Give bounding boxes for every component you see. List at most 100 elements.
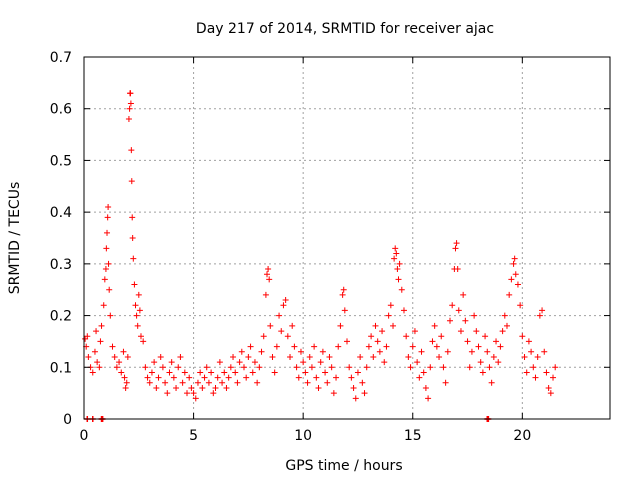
data-point	[464, 338, 471, 345]
data-point	[501, 312, 508, 319]
data-point	[230, 353, 237, 360]
data-point	[153, 384, 160, 391]
data-point	[273, 343, 280, 350]
data-point	[372, 322, 379, 329]
data-point	[267, 322, 274, 329]
data-point	[107, 312, 114, 319]
x-tick-label: 10	[294, 428, 312, 444]
data-point	[341, 307, 348, 314]
data-point	[146, 379, 153, 386]
data-point	[295, 374, 302, 381]
data-point	[473, 328, 480, 335]
data-point	[159, 364, 166, 371]
data-point	[398, 286, 405, 293]
data-point	[354, 369, 361, 376]
data-point	[278, 328, 285, 335]
x-axis-label: GPS time / hours	[285, 458, 402, 474]
data-point	[212, 384, 219, 391]
data-point	[315, 384, 322, 391]
data-point	[293, 364, 300, 371]
data-point	[444, 348, 451, 355]
data-point	[300, 359, 307, 366]
data-point	[203, 364, 210, 371]
data-point	[436, 353, 443, 360]
data-point	[125, 116, 132, 123]
chart-title: Day 217 of 2014, SRMTID for receiver aja…	[196, 21, 494, 37]
data-point	[506, 291, 513, 298]
data-point	[344, 338, 350, 345]
data-point	[414, 359, 421, 366]
data-point	[205, 379, 212, 386]
data-point	[247, 343, 254, 350]
data-point	[282, 297, 289, 304]
y-tick-labels: 0 0.1 0.2 0.3 0.4 0.5 0.6 0.7	[50, 50, 72, 428]
data-point	[462, 317, 469, 324]
data-point	[536, 312, 543, 319]
data-point	[89, 369, 96, 376]
data-point	[486, 364, 493, 371]
data-point	[103, 245, 110, 252]
data-point	[403, 333, 410, 340]
data-point	[260, 333, 267, 340]
data-point	[128, 178, 135, 185]
data-point	[550, 374, 557, 381]
data-point	[243, 374, 250, 381]
data-point	[400, 307, 407, 314]
data-point	[181, 369, 188, 376]
data-point	[322, 369, 329, 376]
data-point	[393, 250, 400, 257]
data-point	[427, 364, 434, 371]
data-point	[94, 359, 101, 366]
data-point	[221, 369, 228, 376]
data-point	[302, 369, 309, 376]
data-point	[128, 147, 135, 154]
data-point	[155, 374, 162, 381]
data-point	[256, 364, 263, 371]
data-point	[157, 353, 164, 360]
data-point	[510, 260, 517, 267]
x-tick-labels: 0 5 10 15 20	[80, 428, 532, 444]
data-point	[236, 359, 243, 366]
data-point	[102, 266, 109, 273]
data-point	[365, 343, 372, 350]
data-point	[493, 338, 500, 345]
data-point	[271, 369, 278, 376]
data-point	[407, 364, 414, 371]
data-point	[98, 322, 105, 329]
data-point	[422, 384, 429, 391]
data-point	[521, 353, 528, 360]
data-point	[484, 348, 491, 355]
data-point	[249, 369, 256, 376]
data-point	[411, 328, 418, 335]
data-point	[216, 359, 223, 366]
data-point	[381, 359, 388, 366]
data-point	[514, 281, 521, 288]
data-point	[137, 333, 144, 340]
data-point	[376, 348, 383, 355]
data-point	[97, 338, 104, 345]
x-tick-label: 15	[404, 428, 422, 444]
data-point	[113, 364, 120, 371]
data-point	[357, 353, 364, 360]
data-point	[223, 384, 230, 391]
data-point	[85, 353, 92, 360]
y-axis-label: SRMTID / TECUs	[7, 182, 23, 295]
data-point	[105, 203, 112, 210]
data-point	[232, 369, 239, 376]
data-point	[258, 348, 265, 355]
data-point	[525, 338, 532, 345]
data-point	[395, 276, 402, 283]
data-point	[348, 374, 355, 381]
data-point	[245, 353, 252, 360]
data-point	[131, 281, 138, 288]
data-point	[162, 379, 169, 386]
data-point	[490, 353, 497, 360]
data-point	[177, 353, 184, 360]
data-point	[368, 333, 375, 340]
data-point	[477, 359, 484, 366]
data-point	[503, 322, 510, 329]
data-point	[168, 359, 175, 366]
data-point	[166, 369, 173, 376]
data-point	[319, 348, 326, 355]
data-point	[234, 379, 241, 386]
